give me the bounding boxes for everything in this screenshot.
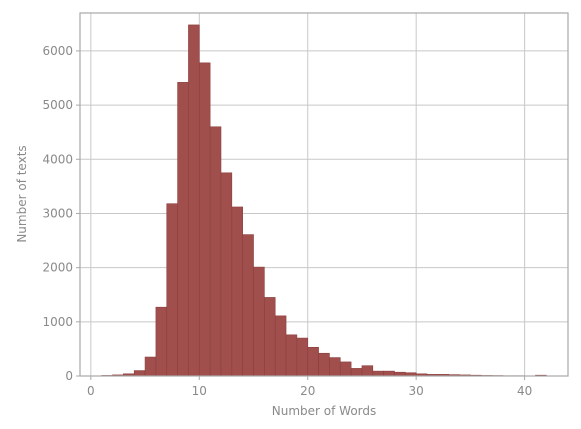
histogram-bar-17 [274,315,287,377]
histogram-bar-6 [155,306,168,377]
histogram-bar-18 [285,334,298,377]
histogram-bar-24 [350,368,363,377]
histogram-bar-11 [209,126,222,377]
histogram-bar-26 [372,370,384,377]
x-tick-label-10: 10 [192,384,207,398]
y-axis-ticks: 0 1000 2000 3000 4000 5000 6000 [42,44,80,383]
histogram-bar-9 [188,24,200,377]
y-tick-label-6000: 6000 [42,44,73,58]
histogram-bar-16 [264,297,276,377]
histogram-bar-10 [198,62,211,377]
histogram-bar-4 [133,370,146,377]
histogram-bar-20 [307,346,319,377]
histogram-bar-19 [296,337,309,377]
histogram-bar-7 [166,203,178,377]
y-tick-label-3000: 3000 [42,206,73,220]
histogram-bar-27 [383,370,395,377]
histogram-bar-22 [329,357,341,377]
y-axis-label: Number of texts [15,145,29,242]
x-axis-label: Number of Words [272,404,377,418]
histogram-bar-23 [339,361,352,377]
y-tick-label-5000: 5000 [42,98,73,112]
plot-frame [79,12,569,377]
x-tick-label-20: 20 [300,384,315,398]
histogram-bar-14 [242,234,254,377]
y-tick-label-4000: 4000 [42,152,73,166]
y-tick-label-0: 0 [65,369,73,383]
histogram-bar-8 [177,82,189,377]
histogram-bar-12 [220,172,233,377]
grid-lines [80,13,568,377]
histogram-bars [101,24,558,377]
y-tick-label-1000: 1000 [42,315,73,329]
x-axis-ticks: 0 10 20 30 40 [87,376,532,398]
x-tick-label-40: 40 [517,384,532,398]
histogram-bar-13 [231,206,243,377]
histogram-bar-15 [253,266,265,377]
y-tick-label-2000: 2000 [42,261,73,275]
histogram-bar-21 [318,352,330,377]
histogram-bar-25 [361,365,374,377]
x-tick-label-30: 30 [409,384,424,398]
histogram-bar-5 [144,356,157,377]
x-tick-label-0: 0 [87,384,95,398]
